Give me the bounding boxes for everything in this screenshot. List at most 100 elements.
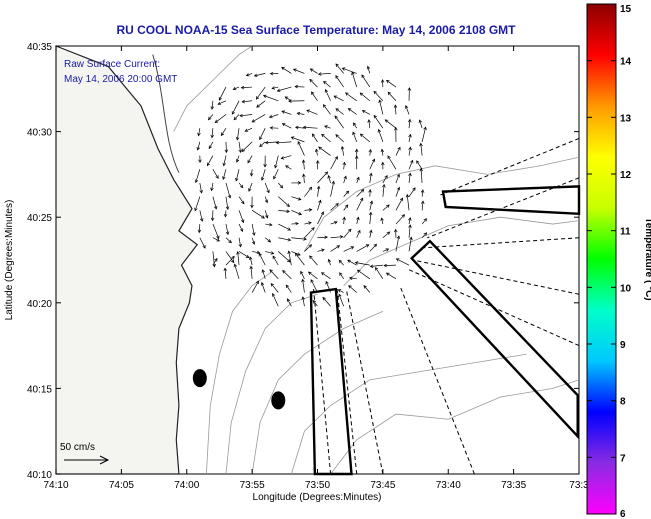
current-vector-head	[396, 173, 400, 178]
current-vector	[408, 119, 411, 129]
current-vector	[408, 134, 411, 142]
current-vector-head	[239, 228, 244, 233]
bathymetry-contours	[173, 45, 580, 475]
depth-contour	[290, 353, 527, 475]
current-vector	[353, 122, 358, 129]
current-vector	[369, 158, 375, 170]
current-vector	[318, 73, 331, 75]
current-vector	[236, 155, 240, 163]
current-vector	[269, 269, 279, 280]
current-vector-head	[308, 221, 312, 225]
current-vector-head	[220, 132, 225, 137]
current-vector	[382, 248, 389, 252]
current-vector	[356, 197, 363, 211]
current-vector	[274, 155, 279, 168]
colorbar-tick-label: 13	[620, 113, 632, 124]
current-vector-head	[287, 227, 292, 231]
current-vector	[369, 212, 372, 225]
current-vector	[247, 155, 253, 163]
current-vector	[356, 244, 369, 252]
current-vector-head	[375, 266, 379, 271]
current-vector-head	[348, 228, 352, 233]
current-vector	[242, 100, 253, 103]
current-vector	[198, 224, 201, 233]
y-tick-label: 40:35	[27, 42, 52, 53]
current-vector	[278, 251, 291, 263]
current-vector	[338, 260, 344, 266]
swath-box	[309, 287, 353, 476]
current-vector-head	[347, 108, 352, 112]
current-vector-head	[267, 239, 272, 243]
current-vector-head	[386, 204, 390, 208]
current-vector-head	[335, 75, 339, 79]
current-vector-head	[282, 269, 286, 274]
current-vector	[382, 204, 390, 211]
current-vector-head	[269, 222, 273, 227]
current-vector-head	[317, 72, 322, 76]
current-vector	[408, 173, 411, 184]
current-vector-head	[300, 270, 304, 275]
x-tick-label: 73:3	[569, 480, 589, 491]
current-vector	[287, 298, 292, 307]
current-vector-head	[263, 164, 267, 168]
current-vector-head	[354, 261, 359, 265]
current-vector-head	[200, 218, 204, 222]
current-vector-head	[256, 250, 261, 255]
current-vector	[373, 115, 384, 129]
current-vector	[225, 182, 231, 199]
current-vector	[304, 209, 312, 211]
current-vector	[341, 146, 344, 156]
current-vector-head	[324, 235, 328, 240]
y-tick-label: 40:30	[27, 128, 52, 139]
current-vector	[295, 253, 305, 266]
current-vector-head	[308, 208, 313, 212]
current-vector	[194, 196, 201, 211]
current-vector	[311, 91, 318, 101]
current-vector-head	[255, 96, 260, 100]
current-vector-head	[274, 164, 278, 169]
current-vector-head	[261, 269, 265, 273]
current-vector-head	[222, 176, 226, 180]
current-vector-head	[408, 133, 412, 138]
current-vector	[291, 136, 305, 143]
x-tick-label: 74:10	[43, 480, 68, 491]
current-vector-head	[338, 293, 342, 298]
current-vector-head	[318, 146, 322, 150]
current-vector	[225, 210, 227, 217]
current-vector-head	[368, 189, 372, 193]
current-vector	[343, 162, 345, 170]
current-vector-head	[224, 149, 229, 154]
y-axis-ticks: 40:35 40:30 40:25 40:20 40:15 40:10	[27, 42, 579, 481]
current-vector-head	[380, 217, 384, 222]
current-vector-head	[259, 136, 263, 141]
current-vector-head	[302, 173, 306, 178]
x-axis-ticks: 74:10 74:05 74:00 73:55 73:50 73:45 73:40 73:35…	[43, 46, 589, 491]
current-vector-head	[309, 255, 313, 259]
current-vector	[302, 296, 305, 307]
current-vector	[262, 269, 266, 279]
current-vector-head	[410, 159, 414, 164]
current-vector-head	[253, 73, 258, 77]
current-vector	[330, 203, 339, 211]
x-tick-label: 73:55	[240, 480, 265, 491]
current-vector	[343, 228, 352, 238]
current-vector-head	[260, 177, 265, 181]
current-vector	[396, 258, 410, 266]
current-vector-head	[352, 131, 356, 136]
y-tick-label: 40:25	[27, 213, 52, 224]
current-vector	[237, 251, 240, 266]
current-vector	[381, 217, 384, 225]
current-vector	[281, 110, 292, 115]
current-vector	[272, 255, 279, 266]
current-vector-head	[213, 205, 218, 210]
current-vector-head	[308, 244, 313, 248]
current-vector-head	[393, 228, 398, 233]
current-vector-head	[418, 119, 422, 124]
current-vector	[291, 223, 299, 225]
current-vector	[306, 109, 318, 115]
current-vector-head	[284, 96, 289, 100]
current-vector-head	[423, 218, 427, 222]
current-vector	[343, 176, 347, 184]
current-vector	[369, 149, 371, 156]
current-vector-head	[396, 235, 401, 239]
